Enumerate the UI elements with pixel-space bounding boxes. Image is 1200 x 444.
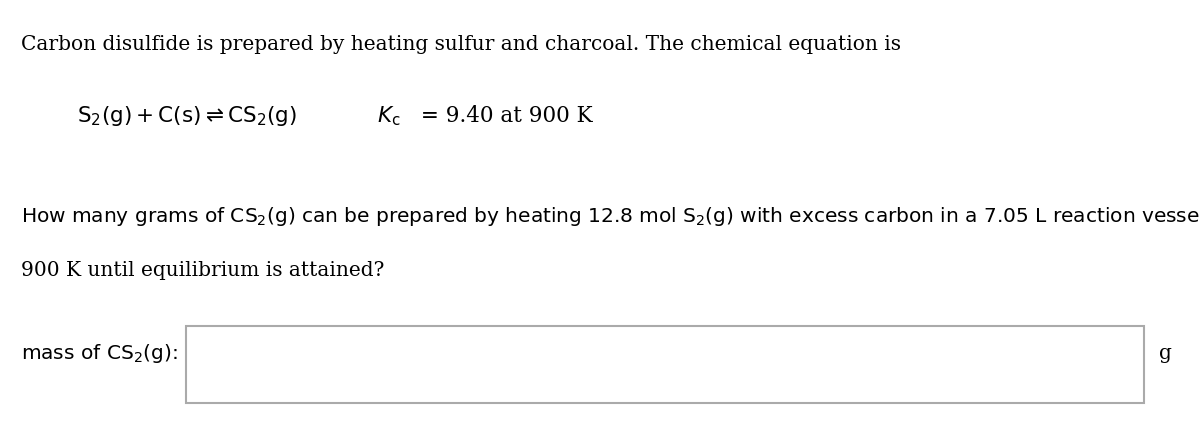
Text: = 9.40 at 900 K: = 9.40 at 900 K (414, 105, 593, 127)
Text: 900 K until equilibrium is attained?: 900 K until equilibrium is attained? (22, 262, 385, 281)
Text: How many grams of $\mathrm{CS_2(g)}$ can be prepared by heating 12.8 mol $\mathr: How many grams of $\mathrm{CS_2(g)}$ can… (22, 205, 1200, 228)
FancyBboxPatch shape (186, 326, 1145, 403)
Text: $\mathrm{S_2(g)+C(s) \rightleftharpoons CS_2(g)}$: $\mathrm{S_2(g)+C(s) \rightleftharpoons … (77, 104, 296, 128)
Text: Carbon disulfide is prepared by heating sulfur and charcoal. The chemical equati: Carbon disulfide is prepared by heating … (22, 35, 901, 54)
Text: g: g (1159, 344, 1171, 363)
Text: mass of $\mathrm{CS_2(g)}$:: mass of $\mathrm{CS_2(g)}$: (22, 342, 178, 365)
Text: $K_\mathrm{c}$: $K_\mathrm{c}$ (377, 104, 400, 127)
